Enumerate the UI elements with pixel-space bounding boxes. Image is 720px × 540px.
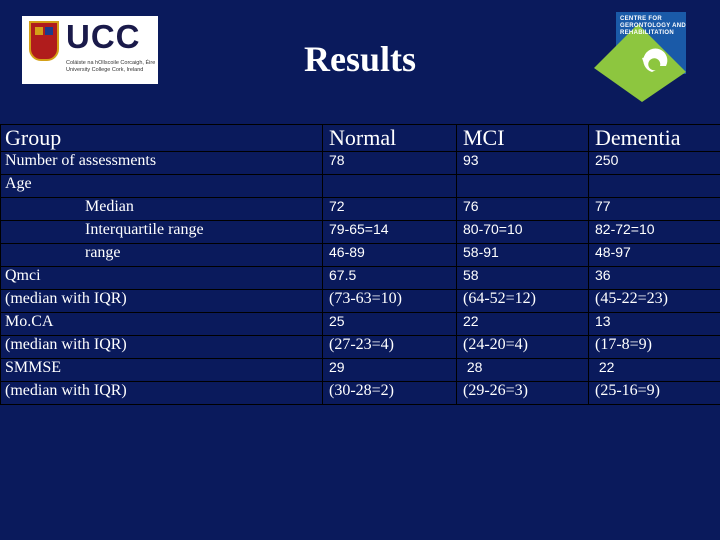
smmse-iqr-normal: (30-28=2) (322, 381, 457, 405)
cgr-logo-text-line1: CENTRE FOR (620, 16, 662, 22)
smmse-iqr-dementia: (25-16=9) (588, 381, 720, 405)
ucc-logo-subtitle: Coláiste na hOllscoile Corcaigh, Éire Un… (66, 60, 156, 74)
table-row-age-iqr: Interquartile range 79-65=14 80-70=10 82… (0, 220, 720, 244)
table-row-smmse-iqr: (median with IQR) (30-28=2) (29-26=3) (2… (0, 381, 720, 405)
table-row-qmci: Qmci 67.5 58 36 (0, 266, 720, 290)
header-group: Group (0, 124, 323, 152)
cgr-logo-text-line3: REHABILITATION (620, 30, 674, 36)
moca-iqr-normal: (27-23=4) (322, 335, 457, 359)
label-age-range: range (0, 243, 323, 267)
qmci-median-normal: 67.5 (322, 266, 457, 290)
label-moca: Mo.CA (0, 312, 323, 336)
age-median-dementia: 77 (588, 197, 720, 221)
label-assessments: Number of assessments (0, 151, 323, 175)
ucc-logo-text: UCC (66, 18, 141, 55)
age-normal-empty (322, 174, 457, 198)
label-age: Age (0, 174, 323, 198)
assessments-mci: 93 (456, 151, 589, 175)
smmse-iqr-mci: (29-26=3) (456, 381, 589, 405)
table-row-assessments: Number of assessments 78 93 250 (0, 151, 720, 175)
table-row-qmci-iqr: (median with IQR) (73-63=10) (64-52=12) … (0, 289, 720, 313)
page-title: Results (303, 39, 416, 79)
moca-median-dementia: 13 (588, 312, 720, 336)
ucc-logo-sub-line2: University College Cork, Ireland (66, 67, 144, 73)
table-row-smmse: SMMSE 29 28 22 (0, 358, 720, 382)
table-row-moca: Mo.CA 25 22 13 (0, 312, 720, 336)
header-dementia: Dementia (588, 124, 720, 152)
cgr-logo-text: CENTRE FOR GERONTOLOGY AND REHABILITATIO… (620, 16, 690, 37)
smmse-median-mci: 28 (456, 358, 589, 382)
age-median-normal: 72 (322, 197, 457, 221)
age-range-mci: 58-91 (456, 243, 589, 267)
moca-iqr-dementia: (17-8=9) (588, 335, 720, 359)
qmci-iqr-dementia: (45-22=23) (588, 289, 720, 313)
label-smmse-sub: (median with IQR) (0, 381, 323, 405)
assessments-normal: 78 (322, 151, 457, 175)
qmci-iqr-mci: (64-52=12) (456, 289, 589, 313)
qmci-iqr-normal: (73-63=10) (322, 289, 457, 313)
table-header-row: Group Normal MCI Dementia (0, 124, 720, 152)
age-iqr-dementia: 82-72=10 (588, 220, 720, 244)
age-range-dementia: 48-97 (588, 243, 720, 267)
table-row-age-range: range 46-89 58-91 48-97 (0, 243, 720, 267)
cgr-logo-text-line2: GERONTOLOGY AND (620, 23, 687, 29)
label-moca-sub: (median with IQR) (0, 335, 323, 359)
age-iqr-normal: 79-65=14 (322, 220, 457, 244)
header-mci: MCI (456, 124, 589, 152)
smmse-median-normal: 29 (322, 358, 457, 382)
assessments-dementia: 250 (588, 151, 720, 175)
age-dementia-empty (588, 174, 720, 198)
ucc-crest-icon (29, 21, 59, 61)
cgr-logo: ARS (594, 12, 686, 102)
moca-iqr-mci: (24-20=4) (456, 335, 589, 359)
moca-median-mci: 22 (456, 312, 589, 336)
table-row-age: Age (0, 174, 720, 198)
label-smmse: SMMSE (0, 358, 323, 382)
header-normal: Normal (322, 124, 457, 152)
qmci-median-dementia: 36 (588, 266, 720, 290)
ucc-logo: UCC Coláiste na hOllscoile Corcaigh, Éir… (22, 16, 158, 84)
label-qmci: Qmci (0, 266, 323, 290)
label-age-median: Median (0, 197, 323, 221)
table-row-age-median: Median 72 76 77 (0, 197, 720, 221)
age-range-normal: 46-89 (322, 243, 457, 267)
ucc-logo-sub-line1: Coláiste na hOllscoile Corcaigh, Éire (66, 60, 156, 66)
cgr-logo-mark-icon (643, 48, 668, 72)
age-mci-empty (456, 174, 589, 198)
results-table: Group Normal MCI Dementia Number of asse… (0, 124, 720, 405)
age-iqr-mci: 80-70=10 (456, 220, 589, 244)
smmse-median-dementia: 22 (588, 358, 720, 382)
moca-median-normal: 25 (322, 312, 457, 336)
label-age-iqr: Interquartile range (0, 220, 323, 244)
qmci-median-mci: 58 (456, 266, 589, 290)
cgr-logo-green-diamond (594, 24, 686, 102)
table-row-moca-iqr: (median with IQR) (27-23=4) (24-20=4) (1… (0, 335, 720, 359)
label-qmci-sub: (median with IQR) (0, 289, 323, 313)
age-median-mci: 76 (456, 197, 589, 221)
